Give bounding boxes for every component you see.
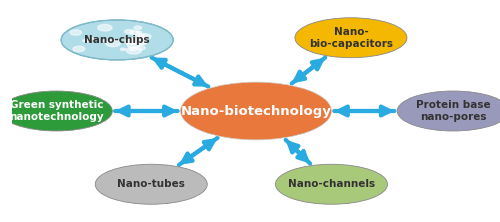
Circle shape: [133, 38, 147, 45]
Circle shape: [83, 39, 89, 42]
Circle shape: [134, 26, 141, 30]
Text: Nano-channels: Nano-channels: [288, 179, 375, 189]
Text: Nano-biotechnology: Nano-biotechnology: [180, 105, 332, 117]
Text: Protein base
nano-pores: Protein base nano-pores: [416, 100, 490, 122]
Text: Nano-
bio-capacitors: Nano- bio-capacitors: [309, 27, 393, 49]
Circle shape: [124, 38, 138, 45]
Circle shape: [138, 34, 151, 40]
Ellipse shape: [397, 91, 500, 131]
Circle shape: [120, 48, 126, 51]
Circle shape: [136, 31, 142, 34]
Ellipse shape: [295, 18, 407, 58]
Text: Green synthetic
nanotechnology: Green synthetic nanotechnology: [9, 100, 104, 122]
Ellipse shape: [61, 20, 173, 60]
Text: Nano-tubes: Nano-tubes: [118, 179, 185, 189]
Circle shape: [130, 31, 139, 35]
Circle shape: [92, 38, 96, 40]
Circle shape: [73, 46, 85, 52]
Circle shape: [130, 48, 136, 51]
Ellipse shape: [180, 82, 332, 140]
Circle shape: [134, 34, 144, 39]
Ellipse shape: [95, 164, 208, 204]
Circle shape: [127, 42, 141, 48]
Text: Nano-chips: Nano-chips: [84, 35, 150, 45]
Circle shape: [139, 41, 146, 45]
Circle shape: [103, 39, 110, 42]
Ellipse shape: [276, 164, 388, 204]
Circle shape: [136, 46, 145, 50]
Circle shape: [124, 30, 134, 34]
Circle shape: [106, 40, 120, 47]
Circle shape: [98, 24, 112, 31]
Circle shape: [126, 47, 142, 54]
Ellipse shape: [0, 91, 112, 131]
Circle shape: [70, 30, 82, 35]
Circle shape: [126, 38, 136, 43]
